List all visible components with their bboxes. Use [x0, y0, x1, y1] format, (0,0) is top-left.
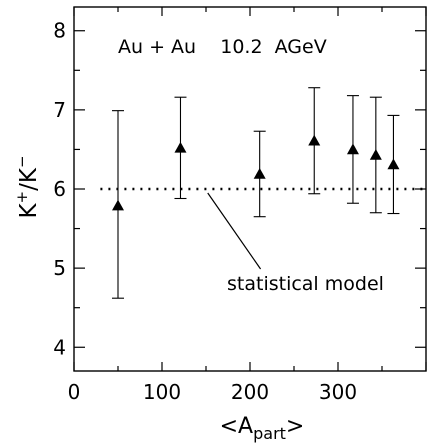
y-tick-label: 6: [53, 177, 66, 201]
data-point-marker: [253, 167, 266, 179]
y-axis-label-a: K: [16, 203, 42, 219]
data-point-marker: [346, 143, 359, 155]
x-axis-label-post: >: [286, 414, 304, 439]
y-tick-label: 5: [53, 256, 66, 280]
data-point-marker: [387, 158, 400, 170]
y-tick-label: 7: [53, 98, 66, 122]
x-axis-label-pre: <A: [220, 414, 253, 439]
y-tick-label: 8: [53, 19, 66, 43]
data-points: [112, 87, 400, 299]
data-point-marker: [174, 141, 187, 153]
data-point-marker: [308, 134, 321, 146]
y-tick-labels: 4 5 6 7 8: [53, 19, 66, 360]
x-tick-label: 100: [143, 380, 181, 404]
x-axis-label: <Apart>: [220, 414, 305, 443]
y-tick-label: 4: [53, 335, 66, 359]
y-axis-label: K+/K−: [13, 155, 42, 218]
y-axis-label-a-sup: +: [13, 191, 31, 204]
y-axis-label-sep: /K: [16, 167, 42, 191]
annotation-pointer: [207, 192, 262, 270]
chart-title: Au + Au 10.2 AGeV: [118, 36, 327, 58]
annotation-label: statistical model: [227, 273, 384, 295]
x-tick-label: 200: [231, 380, 269, 404]
x-axis-label-sub: part: [253, 424, 286, 443]
x-tick-label: 0: [68, 380, 81, 404]
x-tick-labels: 0 100 200 300: [68, 380, 357, 404]
data-point-marker: [369, 148, 382, 160]
data-point-marker: [112, 199, 124, 211]
y-axis-label-b-sup: −: [13, 155, 31, 168]
x-tick-label: 300: [319, 380, 357, 404]
